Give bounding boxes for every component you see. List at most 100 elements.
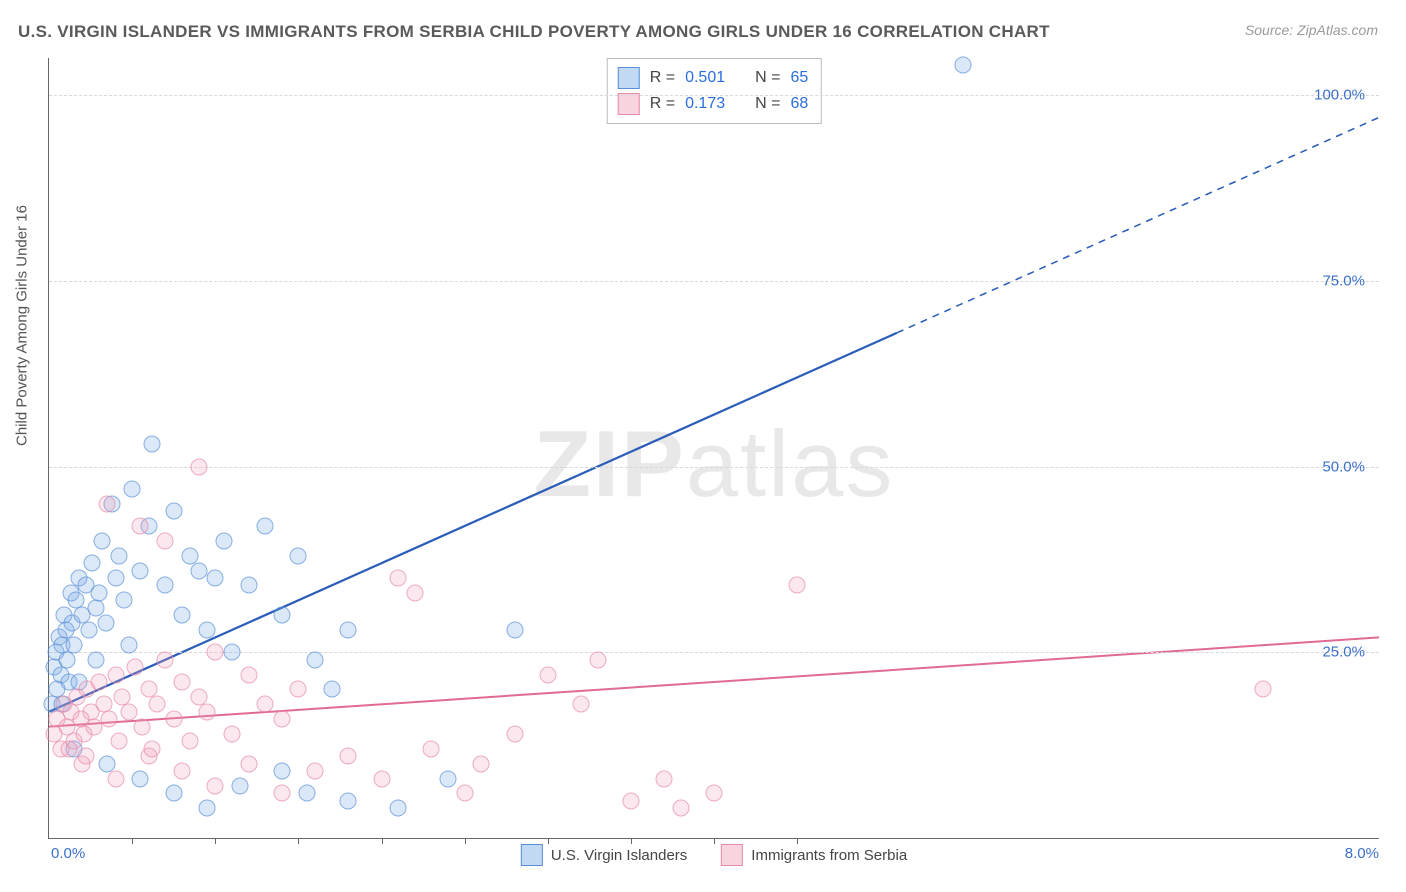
legend-stats-box: R = 0.501 N = 65 R = 0.173 N = 68 [607, 58, 822, 124]
data-point [132, 770, 149, 787]
data-point [182, 733, 199, 750]
data-point [90, 674, 107, 691]
data-point [132, 562, 149, 579]
data-point [124, 480, 141, 497]
data-point [165, 503, 182, 520]
data-point [157, 651, 174, 668]
data-point [240, 577, 257, 594]
data-point [323, 681, 340, 698]
data-point [232, 778, 249, 795]
data-point [174, 674, 191, 691]
data-point [340, 622, 357, 639]
data-point [273, 785, 290, 802]
data-point [672, 800, 689, 817]
data-point [190, 562, 207, 579]
r-label: R = [650, 95, 675, 113]
data-point [423, 740, 440, 757]
data-point [539, 666, 556, 683]
watermark-atlas: atlas [686, 411, 895, 516]
x-tick-left: 0.0% [51, 845, 85, 862]
x-minor-mark [132, 838, 133, 844]
data-point [165, 785, 182, 802]
gridline [49, 281, 1379, 282]
data-point [223, 726, 240, 743]
x-minor-mark [298, 838, 299, 844]
data-point [107, 666, 124, 683]
data-point [215, 532, 232, 549]
legend-bottom: U.S. Virgin Islanders Immigrants from Se… [521, 844, 907, 866]
y-axis-label: Child Poverty Among Girls Under 16 [14, 205, 31, 446]
data-point [340, 748, 357, 765]
y-tick-label: 100.0% [1314, 87, 1365, 104]
r-value-serbia: 0.173 [685, 95, 725, 113]
data-point [97, 614, 114, 631]
data-point [506, 622, 523, 639]
data-point [257, 518, 274, 535]
trend-lines [49, 58, 1379, 838]
x-minor-mark [465, 838, 466, 844]
data-point [174, 763, 191, 780]
data-point [955, 57, 972, 74]
data-point [127, 659, 144, 676]
data-point [290, 681, 307, 698]
data-point [298, 785, 315, 802]
data-point [207, 570, 224, 587]
swatch-serbia-icon [721, 844, 743, 866]
data-point [257, 696, 274, 713]
chart-container: U.S. VIRGIN ISLANDER VS IMMIGRANTS FROM … [0, 0, 1406, 892]
data-point [198, 703, 215, 720]
data-point [506, 726, 523, 743]
data-point [87, 651, 104, 668]
data-point [120, 636, 137, 653]
n-label: N = [755, 95, 780, 113]
data-point [706, 785, 723, 802]
data-point [273, 607, 290, 624]
legend-item-usvi: U.S. Virgin Islanders [521, 844, 687, 866]
data-point [149, 696, 166, 713]
gridline [49, 652, 1379, 653]
data-point [59, 651, 76, 668]
n-value-usvi: 65 [790, 69, 808, 87]
data-point [120, 703, 137, 720]
data-point [589, 651, 606, 668]
data-point [307, 763, 324, 780]
data-point [84, 555, 101, 572]
data-point [273, 763, 290, 780]
data-point [144, 436, 161, 453]
data-point [198, 622, 215, 639]
data-point [207, 644, 224, 661]
gridline [49, 95, 1379, 96]
data-point [190, 458, 207, 475]
watermark-zip: ZIP [534, 411, 686, 516]
data-point [110, 733, 127, 750]
swatch-usvi-icon [618, 67, 640, 89]
x-minor-mark [215, 838, 216, 844]
swatch-usvi-icon [521, 844, 543, 866]
data-point [144, 740, 161, 757]
data-point [223, 644, 240, 661]
data-point [157, 577, 174, 594]
data-point [107, 770, 124, 787]
data-point [240, 666, 257, 683]
source-label: Source: ZipAtlas.com [1245, 22, 1378, 38]
data-point [473, 755, 490, 772]
data-point [90, 584, 107, 601]
legend-label-usvi: U.S. Virgin Islanders [551, 847, 687, 864]
data-point [789, 577, 806, 594]
data-point [65, 636, 82, 653]
x-tick-right: 8.0% [1345, 845, 1379, 862]
data-point [622, 792, 639, 809]
data-point [406, 584, 423, 601]
x-minor-mark [548, 838, 549, 844]
data-point [207, 778, 224, 795]
r-label: R = [650, 69, 675, 87]
x-minor-mark [382, 838, 383, 844]
data-point [340, 792, 357, 809]
plot-area: ZIPatlas R = 0.501 N = 65 R = 0.173 N = … [48, 58, 1379, 839]
legend-stats-row-usvi: R = 0.501 N = 65 [618, 65, 809, 91]
data-point [440, 770, 457, 787]
r-value-usvi: 0.501 [685, 69, 725, 87]
data-point [290, 547, 307, 564]
legend-item-serbia: Immigrants from Serbia [721, 844, 907, 866]
data-point [77, 748, 94, 765]
